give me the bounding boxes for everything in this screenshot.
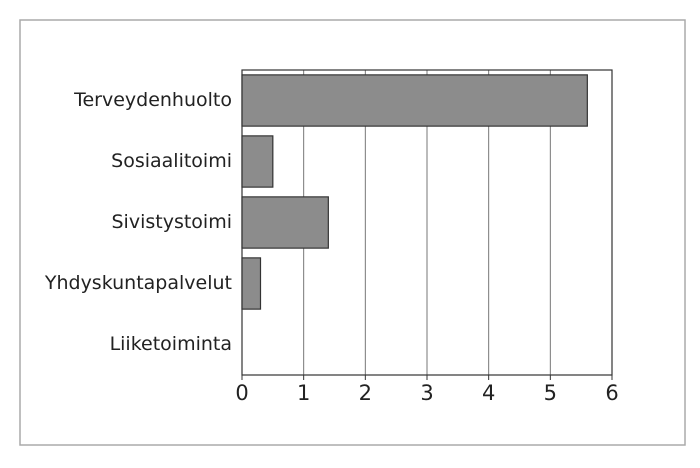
y-tick-label: Sosiaalitoimi — [111, 150, 232, 172]
bar — [241, 135, 274, 188]
bar — [241, 257, 262, 310]
bar — [241, 196, 329, 249]
x-tick-label: 1 — [297, 381, 310, 405]
x-tick-label: 3 — [420, 381, 433, 405]
x-tick-label: 6 — [605, 381, 618, 405]
x-tick-label: 2 — [359, 381, 372, 405]
bar — [241, 74, 588, 127]
y-tick-label: Terveydenhuolto — [73, 89, 232, 111]
y-tick-label: Sivistystoimi — [112, 211, 233, 233]
y-tick-label: Yhdyskuntapalvelut — [44, 272, 232, 294]
x-tick-label: 5 — [544, 381, 557, 405]
x-tick-label: 4 — [482, 381, 495, 405]
x-tick-label: 0 — [235, 381, 248, 405]
y-tick-label: Liiketoiminta — [110, 333, 232, 355]
